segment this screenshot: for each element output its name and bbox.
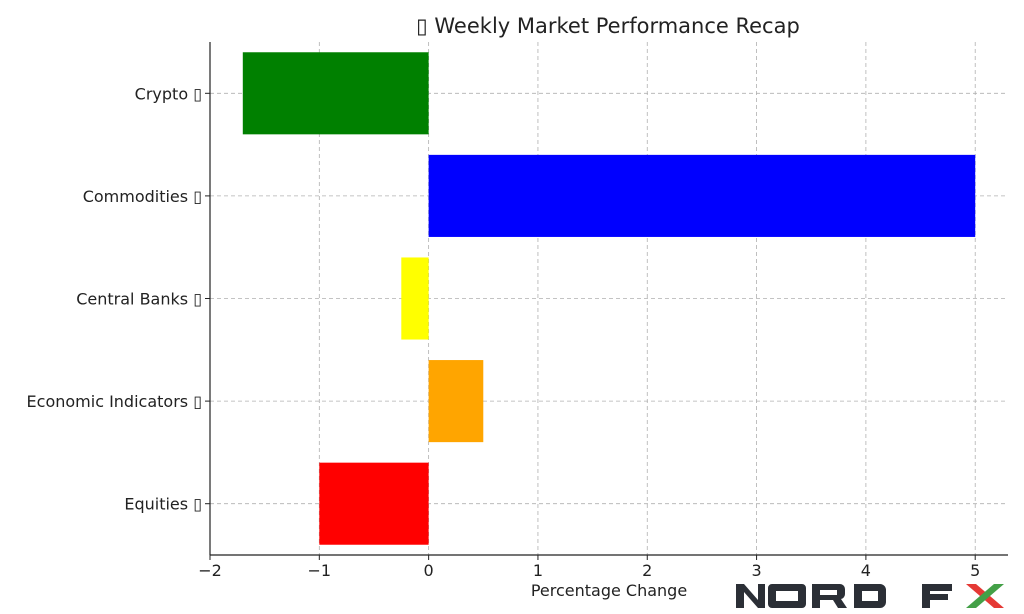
chart-title: ▯ Weekly Market Performance Recap: [416, 14, 800, 38]
x-tick-label: −1: [308, 561, 332, 580]
bar: [242, 52, 429, 135]
x-tick-label: −2: [198, 561, 222, 580]
bar: [319, 462, 429, 545]
x-ticks: −2 −1 0 1 2 3 4 5: [198, 555, 980, 580]
x-tick-label: 1: [533, 561, 543, 580]
y-ticks: Equities ▯ Economic Indicators ▯ Central B…: [27, 84, 210, 514]
bar: [428, 154, 976, 237]
x-tick-label: 5: [970, 561, 980, 580]
x-axis-label: Percentage Change: [531, 581, 687, 600]
bar: [428, 360, 484, 443]
y-tick-label: Economic Indicators ▯: [27, 392, 202, 411]
logo-mark-green: [966, 584, 1004, 608]
x-tick-label: 4: [861, 561, 871, 580]
x-tick-label: 2: [642, 561, 652, 580]
y-tick-label: Equities ▯: [124, 495, 202, 514]
bars: [242, 52, 976, 545]
x-tick-label: 0: [424, 561, 434, 580]
x-tick-label: 3: [751, 561, 761, 580]
y-tick-label: Central Banks ▯: [76, 290, 202, 309]
bar: [401, 257, 429, 340]
y-tick-label: Crypto ▯: [135, 84, 202, 103]
nordfx-logo: [736, 584, 1004, 608]
y-tick-label: Commodities ▯: [83, 187, 202, 206]
